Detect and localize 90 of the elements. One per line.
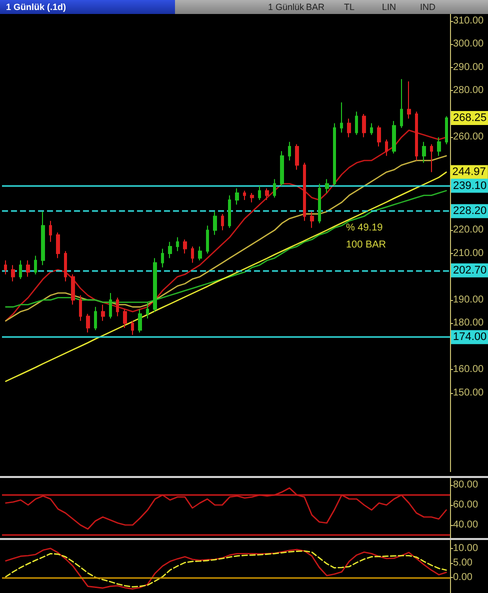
candlestick [168, 241, 172, 259]
candlestick [318, 183, 321, 224]
y-tick-label: 150.00 [453, 387, 484, 398]
candlestick [325, 178, 329, 194]
candlestick [377, 125, 381, 148]
text: LIN [382, 1, 396, 14]
candlestick [250, 192, 254, 203]
candlestick [445, 116, 448, 145]
candlestick [235, 188, 239, 206]
ref-line-label: 228.20 [453, 205, 487, 218]
candlestick [79, 294, 82, 322]
y-tick-label: 290.00 [453, 62, 484, 73]
candlestick [265, 188, 269, 200]
candlestick [385, 139, 388, 156]
chart-title: 1 Günlük (.1d) [0, 0, 175, 14]
y-tick-label: 260.00 [453, 132, 484, 143]
candlestick [407, 80, 411, 120]
candlestick [362, 113, 366, 138]
candlestick [41, 211, 45, 266]
y-tick-label: 280.00 [453, 85, 484, 96]
candlestick [116, 297, 119, 317]
candlestick [26, 260, 30, 278]
candlestick [273, 178, 276, 198]
candlestick [295, 144, 299, 170]
candlestick [191, 246, 194, 264]
text: BAR [306, 1, 325, 14]
candlestick [11, 264, 15, 282]
candlestick [228, 194, 231, 228]
ref-line-label: 239.10 [453, 180, 487, 192]
y-tick-label: 220.00 [453, 224, 484, 236]
y-tick-label: 310.00 [453, 15, 484, 26]
text: 1 Günlük [268, 1, 304, 14]
candlestick [437, 136, 441, 156]
y-tick-label: 180.00 [453, 318, 484, 329]
candlestick [243, 190, 246, 200]
candlestick [280, 150, 284, 187]
y-tick-label: 300.00 [453, 38, 484, 50]
y-tick-label: 190.00 [453, 294, 484, 306]
candlestick [340, 102, 343, 134]
candlestick [258, 186, 261, 200]
annotation: % 49.19 [346, 222, 384, 234]
candlestick [34, 255, 37, 275]
line-series [5, 487, 447, 530]
candlestick [131, 320, 134, 336]
candlestick [19, 260, 22, 280]
text: TL [344, 1, 355, 14]
candlestick [422, 141, 426, 164]
candlestick [221, 213, 224, 231]
candlestick [161, 248, 164, 268]
candlestick [138, 308, 142, 334]
candlestick [176, 236, 179, 252]
candlestick [392, 120, 396, 154]
candlestick [86, 313, 90, 334]
line-series [5, 172, 447, 382]
candlestick [415, 111, 418, 161]
candlestick [101, 304, 105, 322]
y-tick-label: 5.00 [453, 558, 473, 569]
candlestick [206, 225, 209, 254]
candlestick [49, 220, 52, 242]
candlestick [310, 211, 314, 228]
candlestick [400, 78, 403, 128]
candlestick [94, 306, 97, 331]
candlestick [333, 122, 336, 187]
text: 268.25 [453, 112, 487, 124]
candlestick [71, 274, 75, 306]
candlestick [347, 118, 351, 138]
candlestick [288, 141, 291, 161]
y-tick-label: 160.00 [453, 364, 484, 376]
ref-line-label: 202.70 [453, 264, 487, 276]
candlestick [430, 144, 433, 173]
candlestick [198, 246, 202, 261]
candlestick [183, 239, 187, 254]
candlestick [355, 111, 358, 136]
candlestick [370, 122, 373, 136]
candlestick [64, 250, 67, 282]
data-label: 244.97 [452, 166, 486, 178]
candlestick [4, 260, 7, 275]
y-tick-label: 60.00 [453, 500, 478, 510]
candlestick [123, 308, 127, 328]
ref-line-label: 174.00 [453, 331, 487, 344]
candlestick [303, 162, 306, 222]
y-tick-label: 10.00 [453, 543, 478, 554]
y-tick-label: 80.00 [453, 480, 478, 490]
y-tick-label: 210.00 [453, 248, 484, 259]
candlestick [213, 211, 217, 236]
y-tick-label: 0.00 [453, 572, 473, 584]
candlestick [56, 232, 60, 259]
y-tick-label: 40.00 [453, 520, 478, 530]
annotation: 100 BAR [346, 240, 386, 250]
text: IND [420, 1, 436, 14]
